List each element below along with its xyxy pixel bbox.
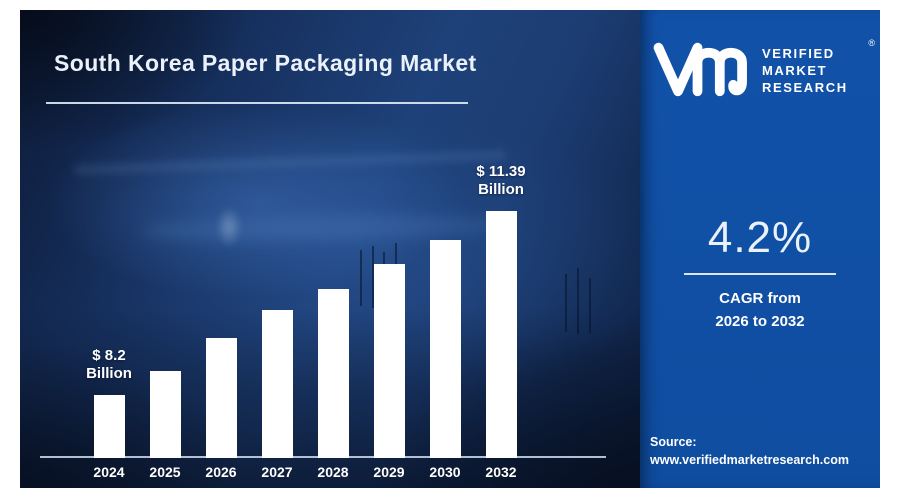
source-label: Source: bbox=[650, 434, 697, 449]
x-tick-label-2027: 2027 bbox=[261, 464, 293, 480]
bar-value-label-2032: $ 11.39 Billion bbox=[476, 162, 526, 199]
cagr-label-line1: CAGR from bbox=[719, 290, 801, 307]
source-block: Source: www.verifiedmarketresearch.com bbox=[650, 433, 849, 471]
cagr-value: 4.2% bbox=[707, 213, 813, 262]
cagr-label-line2: 2026 to 2032 bbox=[715, 312, 805, 330]
x-tick-label-2028: 2028 bbox=[317, 464, 349, 480]
logo-line-market: MARKET bbox=[762, 63, 828, 79]
x-tick-label-2030: 2030 bbox=[429, 464, 461, 480]
bar-column-2030 bbox=[417, 240, 473, 458]
bar-2030 bbox=[429, 240, 461, 458]
bar-2028 bbox=[317, 289, 349, 458]
x-tick-label-2024: 2024 bbox=[93, 464, 125, 480]
x-tick-label-2025: 2025 bbox=[149, 464, 181, 480]
bar-2026 bbox=[205, 338, 237, 458]
bar-column-2024: $ 8.2 Billion bbox=[81, 346, 137, 458]
photo-panel: South Korea Paper Packaging Market $ 8.2… bbox=[20, 10, 640, 488]
cagr-divider bbox=[684, 273, 836, 275]
logo-wordmark: VERIFIED MARKET RESEARCH bbox=[762, 45, 848, 96]
bar-column-2027 bbox=[249, 310, 305, 458]
brand-panel: VERIFIED MARKET RESEARCH ® 4.2% CAGR fro… bbox=[640, 10, 880, 488]
x-tick-label-2029: 2029 bbox=[373, 464, 405, 480]
cagr-label: CAGR from 2026 to 2032 bbox=[640, 288, 880, 333]
cagr-block: 4.2% CAGR from 2026 to 2032 bbox=[640, 213, 880, 333]
bar-chart: $ 8.2 Billion $ 11.39 Billion 2024 2025 2026 2… bbox=[81, 163, 529, 481]
bars-row: $ 8.2 Billion $ 11.39 Billion bbox=[81, 162, 529, 458]
vmr-monogram-icon bbox=[652, 38, 756, 105]
logo-line-research: RESEARCH bbox=[762, 80, 848, 96]
bar-column-2026 bbox=[193, 338, 249, 458]
x-tick-label-2026: 2026 bbox=[205, 464, 237, 480]
bar-value-label-2024: $ 8.2 Billion bbox=[86, 346, 132, 383]
page-title: South Korea Paper Packaging Market bbox=[54, 50, 477, 76]
bar-2027 bbox=[261, 310, 293, 458]
bar-column-2032: $ 11.39 Billion bbox=[473, 162, 529, 458]
logo-line-verified: VERIFIED bbox=[762, 46, 835, 61]
bar-2024 bbox=[93, 395, 125, 458]
bar-2025 bbox=[149, 371, 181, 458]
registered-trademark-symbol: ® bbox=[868, 38, 875, 48]
bar-column-2029 bbox=[361, 264, 417, 458]
bar-column-2025 bbox=[137, 371, 193, 458]
title-underline bbox=[46, 102, 468, 104]
x-tick-label-2032: 2032 bbox=[485, 464, 517, 480]
bar-2029 bbox=[373, 264, 405, 458]
photo-decor-chimney bbox=[589, 278, 591, 333]
bar-column-2028 bbox=[305, 289, 361, 458]
source-url: www.verifiedmarketresearch.com bbox=[650, 453, 849, 468]
photo-decor-chimney bbox=[565, 274, 567, 332]
verified-market-research-logo: VERIFIED MARKET RESEARCH bbox=[652, 38, 848, 105]
x-axis-labels: 2024 2025 2026 2027 2028 2029 2030 2032 bbox=[81, 464, 529, 480]
bar-2032 bbox=[485, 211, 517, 458]
photo-decor-chimney bbox=[577, 268, 579, 334]
